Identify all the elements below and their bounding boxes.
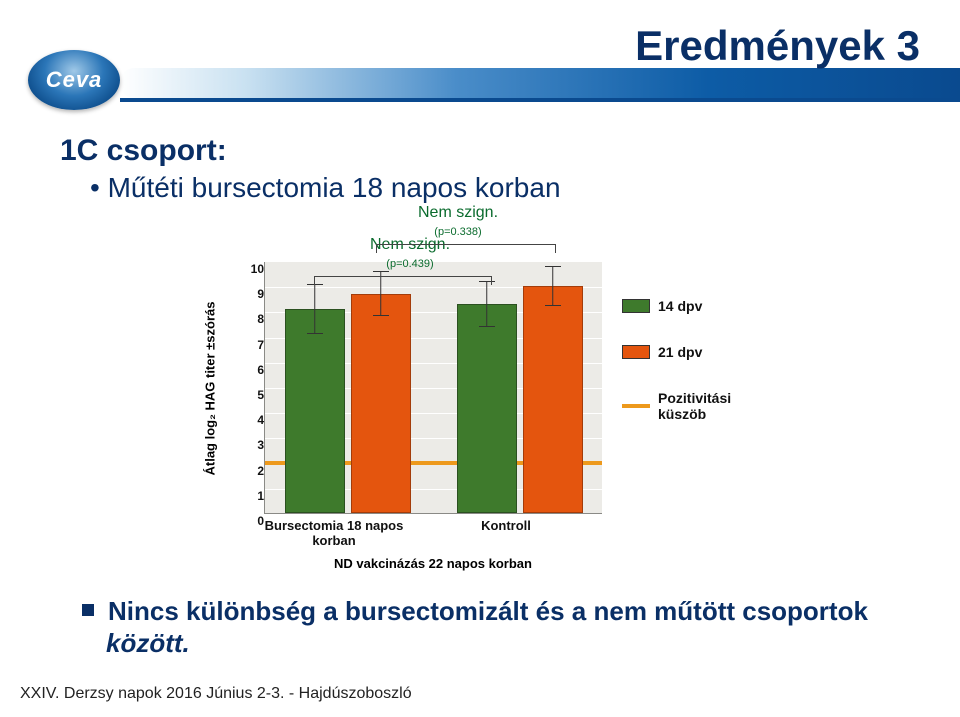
conclusion-line-1: Nincs különbség a bursectomizált és a ne… (82, 596, 868, 627)
x-category-1: Kontroll (426, 518, 586, 533)
legend-item-14dpv: 14 dpv (622, 298, 782, 314)
legend: 14 dpv 21 dpv Pozitivitási küszöb (622, 298, 782, 422)
header-thin-bar (120, 98, 960, 102)
header-gradient-bar (120, 68, 960, 98)
y-axis-label: Átlag log₂ HAG titer ±szórás (190, 262, 230, 514)
legend-item-21dpv: 21 dpv (622, 344, 782, 360)
significance-bracket-inner (314, 276, 492, 277)
bar-g0-b0 (285, 309, 345, 513)
bar-g1-b0 (457, 304, 517, 513)
x-axis-label: ND vakcinázás 22 napos korban (264, 556, 602, 571)
group-subline: Műtéti bursectomia 18 napos korban (90, 172, 561, 204)
x-category-0: Bursectomia 18 naposkorban (254, 518, 414, 548)
chart-plot-area (264, 262, 602, 514)
group-heading: 1C csoport: (60, 134, 227, 168)
significance-outer: Nem szign. (p=0.338) (388, 204, 528, 240)
bullet-icon (82, 604, 94, 616)
chart: Átlag log₂ HAG titer ±szórás 01234567891… (190, 212, 790, 582)
bar-g1-b1 (523, 286, 583, 513)
significance-inner: Nem szign. (p=0.439) (340, 236, 480, 272)
bar-g0-b1 (351, 294, 411, 513)
logo: Ceva (28, 50, 120, 112)
legend-item-threshold: Pozitivitási küszöb (622, 390, 782, 422)
slide: Ceva Eredmények 3 1C csoport: Műtéti bur… (0, 0, 960, 717)
significance-bracket-outer (376, 244, 556, 245)
conclusion-line-2: között. (106, 628, 190, 659)
y-axis-ticks: 012345678910 (244, 262, 264, 514)
logo-text: Ceva (46, 67, 103, 93)
footer-text: XXIV. Derzsy napok 2016 Június 2-3. - Ha… (20, 685, 412, 703)
page-title: Eredmények 3 (635, 22, 920, 70)
